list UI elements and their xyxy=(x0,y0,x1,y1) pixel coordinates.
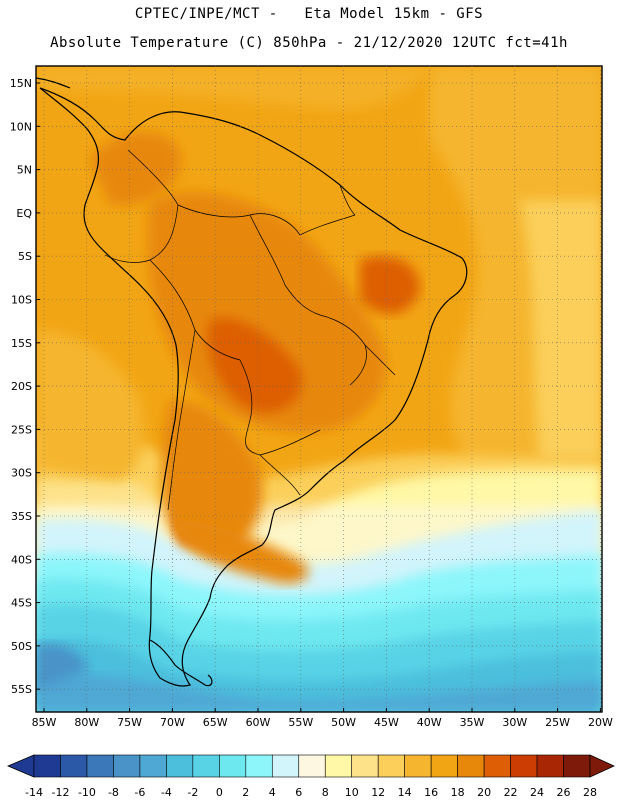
title-line-1: CPTEC/INPE/MCT - Eta Model 15km - GFS xyxy=(134,6,484,22)
lat-label: 15S xyxy=(11,337,32,350)
color-scale-cell xyxy=(166,754,194,778)
lat-label: 15N xyxy=(10,77,32,90)
color-scale-label: -8 xyxy=(108,786,119,799)
lon-label: 30W xyxy=(502,716,527,729)
color-scale-label: 26 xyxy=(557,786,571,799)
color-scale-label: 2 xyxy=(242,786,249,799)
lon-label: 45W xyxy=(374,716,399,729)
lat-label: 35S xyxy=(11,510,32,523)
color-scale-cell xyxy=(351,754,379,778)
color-scale-cell xyxy=(192,754,220,778)
color-scale-cell xyxy=(324,754,353,778)
lat-label: 20S xyxy=(11,380,32,393)
lon-label: 75W xyxy=(117,716,142,729)
color-scale-label: 0 xyxy=(216,786,223,799)
color-scale-cell xyxy=(377,754,405,778)
color-scale-label: 24 xyxy=(530,786,544,799)
color-scale-label: 18 xyxy=(451,786,465,799)
color-scale-max-arrow xyxy=(589,754,615,778)
color-scale-cell xyxy=(33,754,61,778)
color-scale-label: -4 xyxy=(161,786,172,799)
color-scale-cell xyxy=(536,754,564,778)
latitude-labels: 15N 10N 5N EQ 5S 10S 15S 20S 25S 30S 35S 40S 45S 50S 5… xyxy=(10,77,40,696)
temperature-field xyxy=(36,66,602,712)
lon-label: 50W xyxy=(331,716,356,729)
country-borders xyxy=(104,149,396,511)
color-scale-label: -6 xyxy=(134,786,145,799)
lat-label: 45S xyxy=(11,597,32,610)
color-scale-cell xyxy=(404,754,432,778)
lat-label: 25S xyxy=(11,423,32,436)
color-scale-label: -14 xyxy=(25,786,43,799)
lon-label: 60W xyxy=(246,716,271,729)
color-scale-label: 14 xyxy=(398,786,412,799)
color-scale-cell xyxy=(60,754,88,778)
color-scale-label: 16 xyxy=(424,786,438,799)
color-scale-label: -12 xyxy=(51,786,69,799)
color-scale-cell xyxy=(483,754,511,778)
longitude-labels: 85W 80W 75W 70W 65W 60W 55W 50W 45W 40W 35W 30W 25W 2… xyxy=(32,708,613,729)
lon-label: 35W xyxy=(460,716,485,729)
color-scale-label: -10 xyxy=(78,786,96,799)
color-scale-label: 6 xyxy=(295,786,302,799)
color-scale-cell xyxy=(86,754,114,778)
color-scale-label: 8 xyxy=(322,786,329,799)
color-scale-label: 22 xyxy=(504,786,518,799)
lon-label: 55W xyxy=(288,716,313,729)
color-scale-cell xyxy=(245,754,273,778)
color-scale-cell xyxy=(113,754,141,778)
color-scale-label: 12 xyxy=(371,786,385,799)
lon-label: 70W xyxy=(160,716,185,729)
color-scale-labels: -14 -12 -10 -8 -6 -4 -2 0 2 4 6 8 10 12 14 16 18 20 22 24 26… xyxy=(25,786,597,799)
color-scale-min-arrow xyxy=(6,754,35,778)
lat-label: 5S xyxy=(18,250,32,263)
color-scale-cell xyxy=(139,754,167,778)
color-scale-cells xyxy=(6,754,615,778)
color-scale-cell xyxy=(510,754,538,778)
color-scale-cell xyxy=(271,754,300,778)
lat-label: 50S xyxy=(11,640,32,653)
color-scale-label: 10 xyxy=(345,786,359,799)
color-scale-label: 4 xyxy=(269,786,276,799)
lat-label: 10N xyxy=(10,120,32,133)
title-line-2: Absolute Temperature (C) 850hPa - 21/12/… xyxy=(50,35,568,51)
lat-label: 10S xyxy=(11,294,32,307)
color-scale-label: -2 xyxy=(187,786,198,799)
lat-label: 40S xyxy=(11,553,32,566)
color-scale-label: 20 xyxy=(477,786,491,799)
lat-label: 5N xyxy=(17,164,32,177)
color-scale-cell xyxy=(457,754,485,778)
coastlines xyxy=(36,77,468,687)
lon-label: 20W xyxy=(588,716,613,729)
lon-label: 80W xyxy=(74,716,99,729)
lon-label: 65W xyxy=(203,716,228,729)
color-scale-cell xyxy=(430,754,458,778)
lon-label: 40W xyxy=(417,716,442,729)
color-scale-label: 28 xyxy=(583,786,597,799)
lon-label: 85W xyxy=(32,716,57,729)
color-scale-cell xyxy=(563,754,591,778)
map-frame xyxy=(35,65,603,713)
color-scale-cell xyxy=(298,754,326,778)
lat-label: EQ xyxy=(16,207,32,220)
lon-label: 25W xyxy=(545,716,570,729)
lat-label: 55S xyxy=(11,683,32,696)
color-scale-cell xyxy=(219,754,247,778)
lat-label: 30S xyxy=(11,467,32,480)
